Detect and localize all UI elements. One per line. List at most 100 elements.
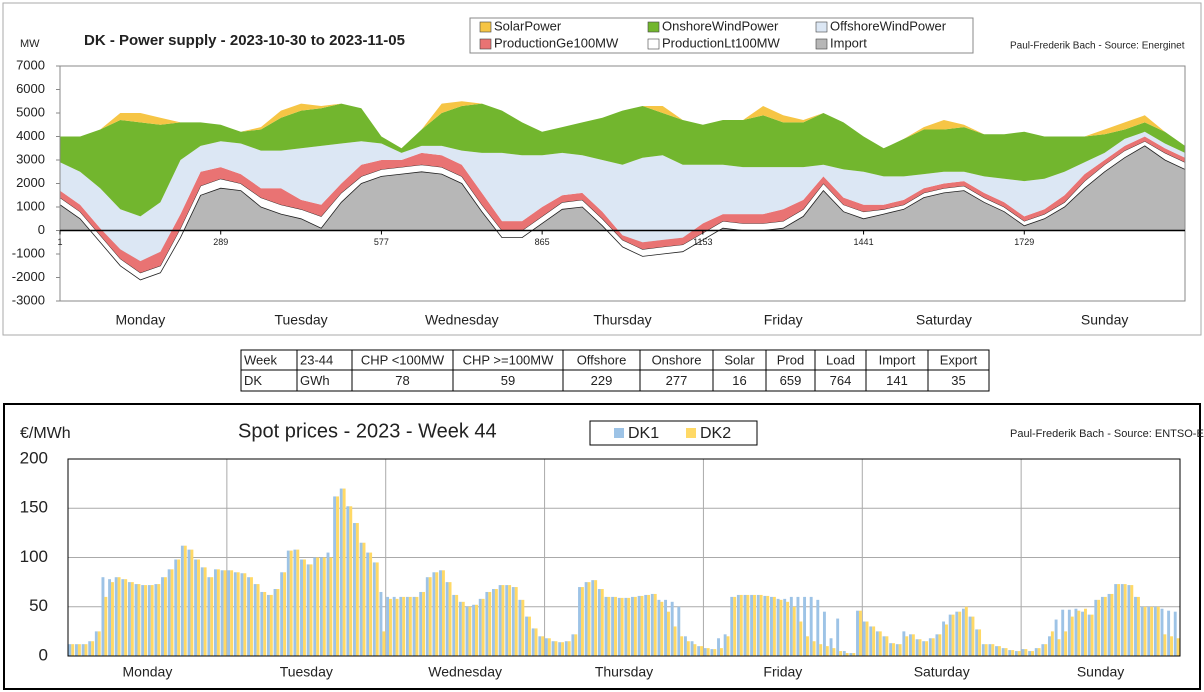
bar [220,570,224,656]
bar [561,642,565,656]
bar [1050,631,1054,656]
bar [485,591,489,656]
bar [432,572,436,656]
y-tick-label: 4000 [16,128,45,143]
bar [789,596,793,656]
day-label: Tuesday [280,664,333,680]
y-tick-label: 50 [29,596,48,615]
bar [286,550,290,656]
bar [180,545,184,656]
bar [905,636,909,656]
table-cell: 764 [830,373,852,388]
bar [783,598,787,656]
legend-swatch [614,428,624,438]
bar [461,601,465,656]
day-label: Wednesday [428,664,502,680]
bar [1134,596,1137,656]
bar [247,577,251,656]
legend-swatch [815,21,828,33]
bar [243,573,247,656]
bar [458,601,462,656]
bar [465,606,469,656]
bar [925,641,929,656]
bar [316,557,320,656]
bar [803,596,807,656]
legend-label: OnshoreWindPower [662,18,779,33]
bar [505,585,509,656]
bar [329,557,333,656]
bar [207,577,211,656]
bar [104,596,108,656]
bar [836,618,840,656]
bar [1074,608,1078,656]
bar [607,596,611,656]
bar [1087,614,1091,656]
y-tick-label: 7000 [16,57,45,72]
bar [591,580,595,656]
bar [68,644,72,656]
bar [389,598,392,656]
bar [948,614,952,656]
bar [94,631,98,656]
bar [693,644,697,656]
bar [233,572,237,656]
legend-swatch [815,38,828,50]
bar [644,594,648,656]
y-tick-label: 0 [39,645,48,664]
legend-label: SolarPower [494,18,562,33]
bar [895,644,899,656]
bar [439,570,442,656]
bar [667,611,670,656]
x-tick-label: 577 [374,237,389,247]
bar [1167,610,1171,656]
bar [1090,614,1094,656]
bar [710,649,714,656]
bar [498,585,502,656]
table-cell: 141 [886,373,908,388]
source-note: Paul-Frederik Bach - Source: ENTSO-E [1010,428,1204,440]
x-tick-label: 1153 [693,237,712,247]
bar [825,646,829,656]
table-cell: CHP >=100MW [463,352,555,367]
bar [293,549,297,656]
unit-label: €/MWh [20,425,71,442]
bar [822,611,826,656]
bar [197,559,200,656]
bar [975,629,979,656]
bar [938,634,942,656]
x-tick-label: 1 [57,237,62,247]
bar [445,582,449,656]
bar [578,587,581,656]
bar [961,608,965,656]
bar [849,653,853,656]
bar [717,638,720,656]
bar [690,641,694,656]
bar [1061,609,1065,656]
bar [353,523,356,656]
bar [633,596,637,656]
legend-label: DK1 [628,425,659,442]
bar [660,601,664,656]
bar [918,639,922,656]
bar [216,569,220,656]
bar [144,585,148,656]
bar [1048,636,1051,656]
bar [697,646,701,656]
bar [650,593,654,656]
bar [942,621,946,656]
bar [730,596,734,656]
unit-label: MW [20,38,40,50]
bar [1173,611,1177,656]
bar [395,598,399,656]
bar [280,572,284,656]
bar [492,589,495,656]
bar [796,596,800,656]
bar [111,582,114,656]
bar [981,644,985,656]
bar [571,634,575,656]
bar [664,599,668,656]
bar [475,604,478,656]
table-cell: Export [940,352,978,367]
bar [1097,599,1101,656]
bar [435,572,439,656]
